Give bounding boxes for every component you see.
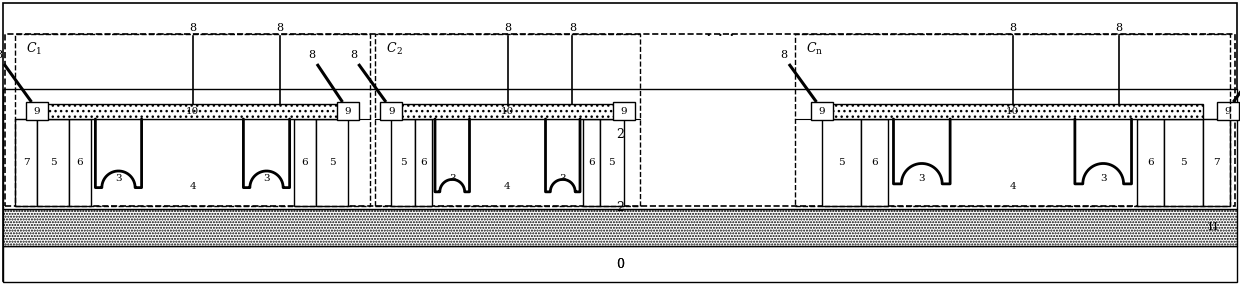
Bar <box>811 102 833 120</box>
Text: 10: 10 <box>186 107 200 116</box>
Text: 3: 3 <box>1100 174 1106 183</box>
Text: 9: 9 <box>345 106 351 116</box>
Bar <box>37 104 348 119</box>
Bar <box>822 119 861 206</box>
Text: 4: 4 <box>1009 182 1016 191</box>
Bar <box>2 89 1238 209</box>
Text: 9: 9 <box>33 106 41 116</box>
Bar <box>294 119 316 206</box>
Text: 3: 3 <box>115 174 122 183</box>
Text: 6: 6 <box>301 158 309 167</box>
Text: 0: 0 <box>616 258 624 270</box>
Text: 3: 3 <box>919 174 925 183</box>
Bar <box>861 119 888 206</box>
Text: 1: 1 <box>36 47 42 56</box>
Bar <box>381 102 403 120</box>
Bar <box>392 104 624 119</box>
Text: 1: 1 <box>1207 222 1214 233</box>
Text: 5: 5 <box>401 158 407 167</box>
Text: 7: 7 <box>22 158 30 167</box>
Text: 5: 5 <box>329 158 335 167</box>
Text: 5: 5 <box>50 158 56 167</box>
Text: 5: 5 <box>838 158 844 167</box>
Bar <box>1137 119 1164 206</box>
Text: 5: 5 <box>1180 158 1187 167</box>
Text: 9: 9 <box>1224 106 1231 116</box>
Bar <box>1216 102 1239 120</box>
Bar <box>15 119 37 206</box>
Bar <box>337 102 360 120</box>
Bar <box>392 119 415 206</box>
Text: 2: 2 <box>616 128 624 141</box>
Bar <box>15 34 370 206</box>
Bar <box>26 102 48 120</box>
Bar <box>392 104 624 119</box>
Bar <box>822 104 1203 119</box>
Bar <box>316 119 348 206</box>
Text: 9: 9 <box>620 106 627 116</box>
Text: 10: 10 <box>1006 107 1019 116</box>
Text: C: C <box>27 42 37 55</box>
Bar <box>1203 119 1230 206</box>
Bar <box>795 34 1230 206</box>
Bar <box>37 119 69 206</box>
Text: 8: 8 <box>1009 23 1016 33</box>
Text: 8: 8 <box>0 50 2 60</box>
Text: 8: 8 <box>569 23 577 33</box>
Text: 8: 8 <box>350 50 357 60</box>
Bar <box>5 34 1235 206</box>
Text: 1: 1 <box>1211 222 1219 233</box>
Bar <box>2 209 1238 246</box>
Text: 8: 8 <box>503 23 511 33</box>
Text: 6: 6 <box>420 158 427 167</box>
Text: 6: 6 <box>1147 158 1153 167</box>
Text: C: C <box>807 42 817 55</box>
Text: 8: 8 <box>277 23 283 33</box>
Text: 6: 6 <box>588 158 595 167</box>
Bar <box>600 119 624 206</box>
Text: 6: 6 <box>872 158 878 167</box>
Bar <box>583 119 600 206</box>
Text: 8: 8 <box>188 23 196 33</box>
Text: 9: 9 <box>388 106 394 116</box>
Bar <box>2 246 1238 282</box>
Text: 3: 3 <box>263 174 270 183</box>
Bar <box>613 102 635 120</box>
Text: 8: 8 <box>1116 23 1122 33</box>
Text: 9: 9 <box>818 106 826 116</box>
Text: 3: 3 <box>559 174 567 183</box>
Bar <box>374 34 640 206</box>
Bar <box>2 209 1238 246</box>
Text: · · ·: · · · <box>706 27 734 45</box>
Text: 3: 3 <box>449 174 455 183</box>
Text: 4: 4 <box>190 182 196 191</box>
Bar <box>1164 119 1203 206</box>
Bar <box>822 104 1203 119</box>
Text: C: C <box>387 42 397 55</box>
Text: 6: 6 <box>77 158 83 167</box>
Text: 4: 4 <box>505 182 511 191</box>
Bar <box>37 104 348 119</box>
Text: n: n <box>816 47 822 56</box>
Text: 7: 7 <box>1213 158 1220 167</box>
Text: 8: 8 <box>309 50 315 60</box>
Text: 5: 5 <box>609 158 615 167</box>
Text: 10: 10 <box>501 107 515 116</box>
Text: 0: 0 <box>616 258 624 270</box>
Text: 2: 2 <box>616 201 624 214</box>
Text: 2: 2 <box>396 47 402 56</box>
Bar <box>415 119 432 206</box>
Text: 8: 8 <box>780 50 787 60</box>
Bar <box>69 119 91 206</box>
